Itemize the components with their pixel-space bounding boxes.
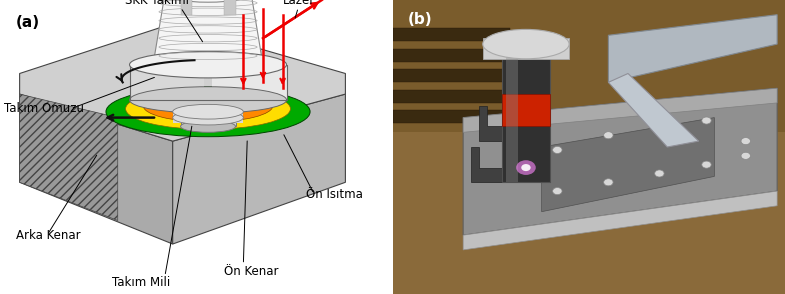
Ellipse shape <box>130 51 287 78</box>
Circle shape <box>741 138 750 145</box>
Polygon shape <box>20 24 345 141</box>
Polygon shape <box>130 65 204 100</box>
Ellipse shape <box>161 90 255 116</box>
Polygon shape <box>181 100 236 126</box>
Ellipse shape <box>181 121 236 132</box>
Ellipse shape <box>173 110 243 125</box>
Circle shape <box>655 170 664 177</box>
Bar <box>506 44 518 182</box>
Ellipse shape <box>483 29 569 59</box>
Ellipse shape <box>143 90 273 122</box>
Polygon shape <box>608 74 699 147</box>
Bar <box>392 49 510 62</box>
Ellipse shape <box>126 88 290 129</box>
Polygon shape <box>479 106 518 141</box>
Text: Takım Mili: Takım Mili <box>112 276 170 289</box>
Polygon shape <box>173 112 243 123</box>
Circle shape <box>553 188 562 195</box>
Polygon shape <box>471 147 510 182</box>
Circle shape <box>553 146 562 153</box>
Polygon shape <box>502 44 550 182</box>
Ellipse shape <box>106 87 310 137</box>
Polygon shape <box>608 15 777 82</box>
Circle shape <box>702 117 711 124</box>
Ellipse shape <box>173 104 243 119</box>
Circle shape <box>604 179 613 186</box>
Polygon shape <box>224 0 236 15</box>
Bar <box>392 69 510 82</box>
Polygon shape <box>153 0 263 65</box>
Text: (b): (b) <box>408 12 433 27</box>
Polygon shape <box>173 94 345 244</box>
Text: (a): (a) <box>16 15 40 30</box>
Polygon shape <box>20 94 173 244</box>
Circle shape <box>604 132 613 139</box>
Bar <box>483 38 569 59</box>
Polygon shape <box>463 88 777 235</box>
Circle shape <box>741 152 750 159</box>
Bar <box>392 28 510 41</box>
Text: SKK Takımı: SKK Takımı <box>125 0 189 7</box>
Text: Ön Isıtma: Ön Isıtma <box>306 188 363 201</box>
Text: Takım Omuzu: Takım Omuzu <box>4 102 84 115</box>
Circle shape <box>521 164 531 171</box>
Text: Lazer: Lazer <box>283 0 315 7</box>
Bar <box>392 110 510 123</box>
Circle shape <box>702 161 711 168</box>
Polygon shape <box>392 0 785 132</box>
Polygon shape <box>181 0 192 15</box>
Polygon shape <box>212 65 287 100</box>
Circle shape <box>655 123 664 130</box>
Polygon shape <box>463 191 777 250</box>
Ellipse shape <box>130 87 287 113</box>
Polygon shape <box>20 94 118 220</box>
Circle shape <box>517 160 535 175</box>
Ellipse shape <box>165 0 251 2</box>
Bar <box>502 94 550 126</box>
Text: Arka Kenar: Arka Kenar <box>16 229 80 242</box>
Polygon shape <box>542 118 714 212</box>
Text: Ön Kenar: Ön Kenar <box>224 265 278 278</box>
Polygon shape <box>463 88 777 132</box>
Bar <box>392 90 510 103</box>
